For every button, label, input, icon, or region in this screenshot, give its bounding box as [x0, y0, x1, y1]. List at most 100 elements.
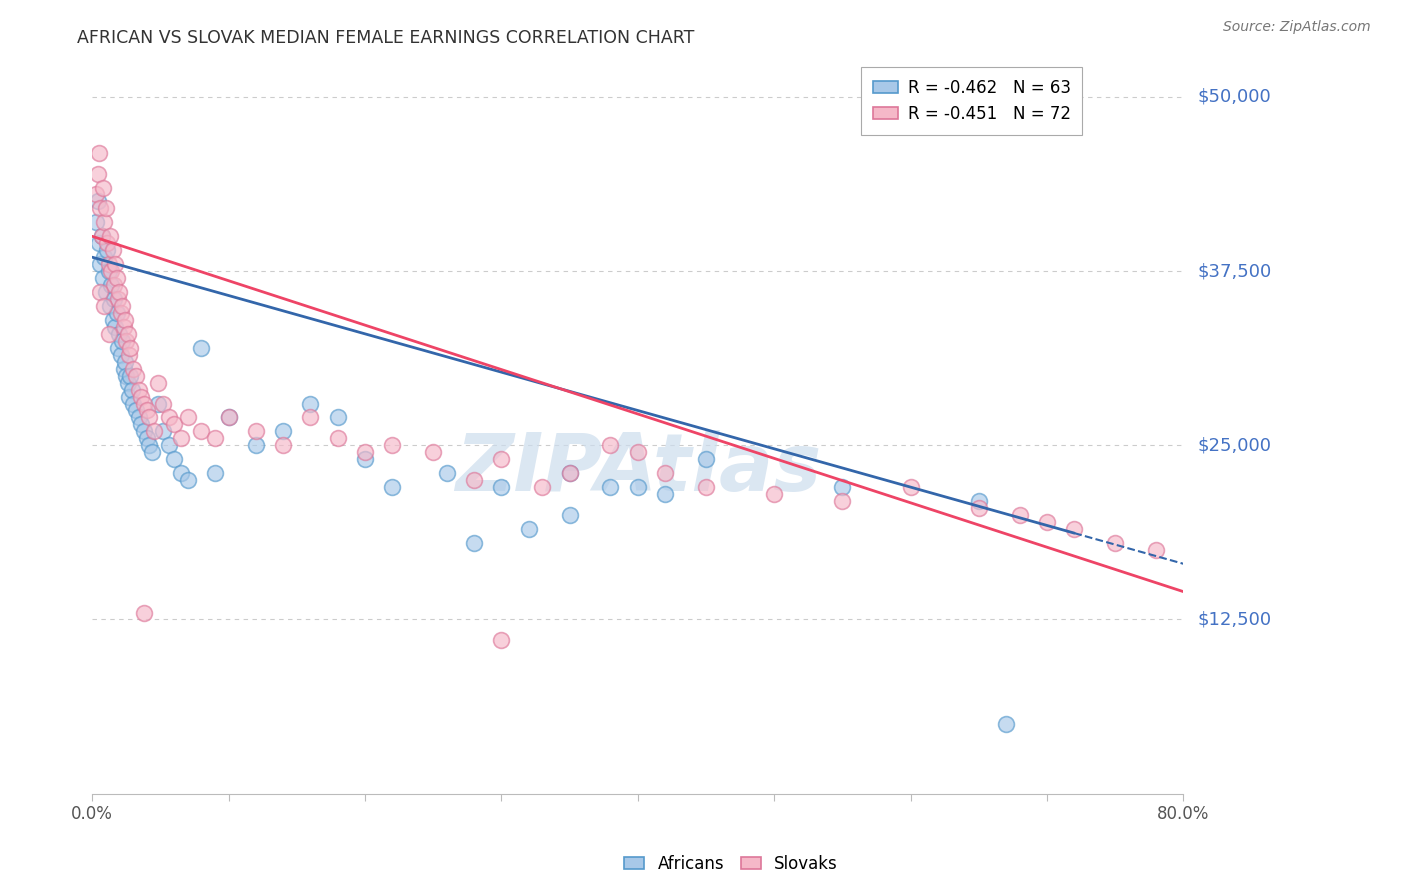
Point — [995, 717, 1018, 731]
Point — [517, 522, 540, 536]
Point — [120, 368, 142, 383]
Point — [96, 244, 118, 258]
Point — [94, 285, 117, 299]
Point — [103, 292, 125, 306]
Text: $50,000: $50,000 — [1198, 88, 1271, 106]
Point — [96, 236, 118, 251]
Point — [1063, 522, 1085, 536]
Point — [90, 229, 112, 244]
Text: $12,500: $12,500 — [1198, 610, 1271, 629]
Point — [114, 354, 136, 368]
Point — [695, 480, 717, 494]
Point — [135, 431, 157, 445]
Point — [271, 425, 294, 439]
Point — [163, 452, 186, 467]
Point — [299, 396, 322, 410]
Point — [117, 376, 139, 390]
Point — [245, 425, 267, 439]
Point — [90, 229, 112, 244]
Point — [128, 410, 150, 425]
Point — [114, 313, 136, 327]
Point — [176, 410, 198, 425]
Text: Source: ZipAtlas.com: Source: ZipAtlas.com — [1223, 20, 1371, 34]
Point — [128, 383, 150, 397]
Point — [381, 438, 404, 452]
Legend: Africans, Slovaks: Africans, Slovaks — [617, 848, 845, 880]
Point — [105, 271, 128, 285]
Point — [152, 425, 174, 439]
Point — [967, 501, 990, 516]
Point — [463, 473, 485, 487]
Point — [100, 264, 122, 278]
Point — [108, 285, 131, 299]
Point — [299, 410, 322, 425]
Point — [125, 403, 148, 417]
Point — [627, 480, 650, 494]
Point — [627, 445, 650, 459]
Point — [170, 431, 193, 445]
Point — [146, 396, 169, 410]
Point — [138, 438, 160, 452]
Point — [93, 250, 115, 264]
Point — [98, 229, 121, 244]
Point — [138, 410, 160, 425]
Point — [91, 271, 114, 285]
Point — [93, 299, 115, 313]
Point — [121, 383, 143, 397]
Point — [135, 403, 157, 417]
Point — [97, 326, 120, 341]
Point — [1036, 515, 1059, 529]
Point — [831, 494, 853, 508]
Point — [104, 319, 127, 334]
Point — [599, 480, 621, 494]
Point — [531, 480, 554, 494]
Point — [111, 334, 134, 348]
Point — [142, 425, 165, 439]
Point — [111, 299, 134, 313]
Point — [204, 431, 226, 445]
Point — [157, 410, 180, 425]
Point — [110, 306, 132, 320]
Point — [125, 368, 148, 383]
Point — [1104, 536, 1126, 550]
Point — [93, 215, 115, 229]
Point — [599, 438, 621, 452]
Text: $25,000: $25,000 — [1198, 436, 1271, 454]
Point — [122, 396, 145, 410]
Point — [695, 452, 717, 467]
Point — [115, 368, 138, 383]
Point — [326, 410, 349, 425]
Point — [107, 292, 129, 306]
Point — [100, 278, 122, 293]
Point — [1008, 508, 1031, 522]
Point — [463, 536, 485, 550]
Point — [381, 480, 404, 494]
Point — [86, 194, 108, 209]
Point — [115, 334, 138, 348]
Point — [558, 466, 581, 480]
Point — [491, 480, 513, 494]
Point — [101, 244, 124, 258]
Point — [84, 187, 107, 202]
Point — [491, 452, 513, 467]
Point — [87, 236, 110, 251]
Point — [107, 341, 129, 355]
Point — [112, 319, 135, 334]
Point — [354, 445, 377, 459]
Point — [176, 473, 198, 487]
Point — [117, 326, 139, 341]
Point — [108, 326, 131, 341]
Point — [654, 466, 676, 480]
Point — [218, 410, 240, 425]
Point — [118, 348, 141, 362]
Point — [86, 167, 108, 181]
Point — [190, 425, 212, 439]
Point — [163, 417, 186, 432]
Point — [558, 508, 581, 522]
Point — [170, 466, 193, 480]
Point — [654, 487, 676, 501]
Point — [152, 396, 174, 410]
Point — [132, 425, 155, 439]
Point — [900, 480, 922, 494]
Point — [491, 633, 513, 648]
